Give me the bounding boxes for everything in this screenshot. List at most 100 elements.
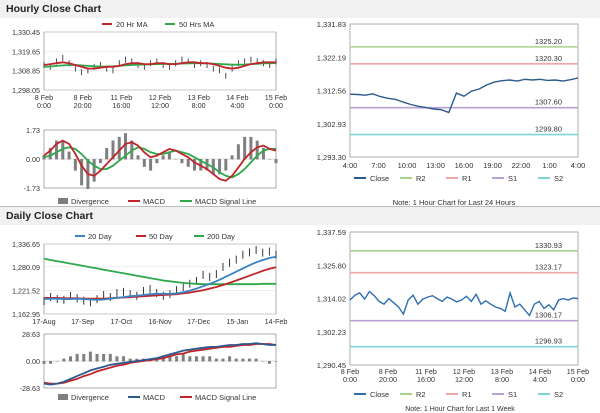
divergence-bar [155, 159, 159, 164]
x-tick-label: 16:00 [455, 161, 474, 170]
divergence-bar [214, 358, 218, 362]
divergence-bar [174, 159, 178, 160]
legend: 20 Hr MA 50 Hrs MA [102, 20, 214, 29]
legend-s1: S1 [508, 174, 517, 183]
divergence-bar [108, 353, 112, 362]
divergence-bar [55, 361, 59, 362]
daily-section-band [0, 207, 600, 225]
divergence-bar [192, 159, 196, 171]
legend-divergence: Divergence [71, 393, 109, 402]
divergence-bar [62, 358, 66, 362]
legend-r2: R2 [416, 390, 426, 399]
divergence-bar [234, 358, 238, 362]
close-legend: Close R2 R1 S1 S2 [354, 174, 563, 183]
x-tick-label: 7:00 [371, 161, 386, 170]
legend-swatch-divergence [58, 198, 68, 204]
divergence-bar [49, 361, 53, 364]
legend-macd-signal: MACD Signal Line [195, 197, 256, 206]
legend-divergence: Divergence [71, 197, 109, 206]
daily-ma-chart: 20 Day 50 Day 200 Day 1,336.65 1,280.09 1,… [12, 232, 288, 326]
legend-s2: S2 [554, 390, 563, 399]
level-label-r1: 1323.17 [535, 263, 562, 272]
x-tick-label: 14 Feb 4:00 [529, 367, 551, 384]
level-label-r2: 1330.93 [535, 241, 562, 250]
legend-20hr-ma: 20 Hr MA [116, 20, 148, 29]
legend-s2: S2 [554, 174, 563, 183]
divergence-bar [236, 144, 240, 160]
level-label-r2: 1325.20 [535, 37, 562, 46]
level-label-s1: 1307.60 [535, 98, 562, 107]
divergence-bar [61, 140, 65, 160]
x-tick-label: 17-Dec [187, 317, 211, 326]
x-tick-label: 17-Sep [71, 317, 94, 326]
y-tick-label: 1,314.02 [317, 295, 346, 304]
x-tick-label: 14 Feb 4:00 [226, 93, 248, 110]
x-tick-label: 22:00 [512, 161, 531, 170]
y-tick-label: 1.73 [26, 126, 40, 135]
divergence-bar [136, 155, 140, 160]
x-tick-label: 12 Feb 12:00 [149, 93, 171, 110]
x-tick-label: 15 Feb 0:00 [567, 367, 589, 384]
divergence-bar [98, 159, 102, 164]
divergence-bar [102, 353, 106, 362]
divergence-bar [208, 356, 212, 362]
divergence-bar [128, 358, 132, 362]
legend-50hrs-ma: 50 Hrs MA [179, 20, 214, 29]
plot-frame [349, 23, 579, 158]
legend-close: Close [370, 390, 389, 399]
x-tick-label: 15 Feb 0:00 [265, 93, 287, 110]
y-tick-label: 1,322.19 [317, 53, 346, 62]
divergence-bar [194, 356, 198, 362]
divergence-bar [241, 358, 245, 362]
close-legend: Close R2 R1 S1 S2 [354, 390, 563, 399]
divergence-bar [80, 159, 84, 186]
x-tick-label: 15-Jan [226, 317, 248, 326]
divergence-bar [181, 353, 185, 362]
hourly-close-chart: 1,331.83 1,322.19 1,312.56 1,302.93 1,293.30… [317, 20, 586, 207]
series-macd-signal [43, 343, 277, 385]
legend-r1: R1 [462, 174, 472, 183]
daily-close-chart: 1,337.59 1,325.80 1,314.02 1,302.23 1,290.45… [317, 228, 589, 413]
divergence-bar [73, 159, 77, 171]
divergence-bar [111, 140, 115, 160]
legend-macd-signal: MACD Signal Line [195, 393, 256, 402]
y-tick-label: 1,293.30 [317, 153, 346, 162]
divergence-bar [274, 361, 278, 362]
divergence-bar [249, 136, 253, 160]
series-macd [43, 342, 276, 386]
level-label-s1: 1306.17 [535, 311, 562, 320]
x-tick-label: 14-Feb [265, 317, 288, 326]
divergence-bar [117, 136, 121, 160]
y-tick-label: 1,298.05 [12, 86, 40, 95]
series-close [349, 290, 579, 317]
x-tick-label: 13 Feb 8:00 [491, 367, 513, 384]
divergence-bar [122, 356, 126, 362]
divergence-bar [161, 155, 165, 160]
y-tick-label: 1,325.80 [317, 261, 346, 270]
y-tick-label: -28.63 [20, 384, 40, 393]
y-tick-label: 1,302.93 [317, 120, 346, 129]
x-tick-label: 11 Feb 16:00 [110, 93, 132, 110]
divergence-bar [255, 140, 259, 160]
divergence-bar [42, 155, 46, 160]
divergence-bar [155, 358, 159, 362]
divergence-bar [48, 147, 52, 160]
daily-close-note: Note: 1 Hour Chart for Last 1 Week [405, 406, 515, 413]
legend-200-day: 200 Day [207, 232, 235, 241]
divergence-bar [201, 356, 205, 362]
y-tick-label: 1,330.45 [12, 28, 40, 37]
hourly-section-title: Hourly Close Chart [6, 3, 102, 15]
divergence-bar [69, 356, 73, 362]
x-tick-label: 1:00 [542, 161, 557, 170]
x-tick-label: 12 Feb 12:00 [453, 367, 475, 384]
legend-swatch-divergence [58, 394, 68, 400]
y-tick-label: -1.73 [24, 184, 40, 193]
macd-legend: Divergence MACD MACD Signal Line [58, 393, 256, 402]
legend-close: Close [370, 174, 389, 183]
series-20hr-ma [43, 61, 276, 70]
divergence-bar [224, 159, 228, 171]
level-label-r1: 1320.30 [535, 54, 562, 63]
y-tick-label: 1,336.65 [12, 240, 40, 249]
daily-macd-chart: 28.63 0.00 -28.63 Divergence MACD MACD Sig… [20, 330, 278, 402]
y-tick-label: 1,290.45 [317, 361, 346, 370]
